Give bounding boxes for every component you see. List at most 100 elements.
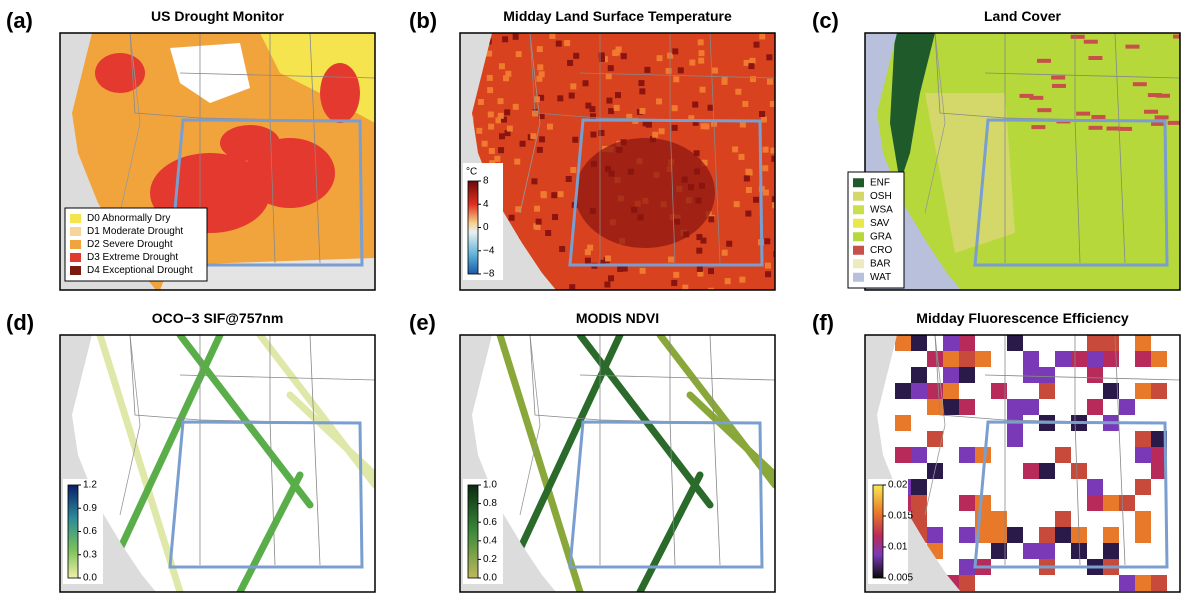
colorbar — [872, 484, 884, 579]
lst-pixel — [536, 46, 543, 53]
lst-pixel — [708, 287, 715, 290]
lst-pixel — [598, 55, 605, 62]
legend-swatch — [853, 191, 864, 201]
colorbar-label: 0.3 — [83, 549, 97, 560]
lst-pixel — [488, 147, 495, 154]
lst-pixel — [613, 104, 620, 111]
colorbar-label: 4 — [483, 199, 489, 210]
grid-cell — [943, 351, 959, 367]
lst-pixel — [748, 63, 755, 70]
panel-title: OCO−3 SIF@757nm — [152, 310, 284, 326]
map — [59, 334, 376, 593]
lst-pixel — [639, 88, 646, 95]
legend-swatch — [70, 266, 81, 275]
crop-patch — [1132, 82, 1147, 87]
grid-cell — [1135, 431, 1151, 447]
lst-pixel — [693, 150, 700, 157]
lst-pixel — [564, 40, 571, 47]
lst-pixel — [605, 255, 612, 262]
track — [176, 335, 314, 509]
legend-swatch — [70, 253, 81, 262]
lst-pixel — [504, 130, 511, 137]
lst-pixel — [696, 234, 703, 241]
panel-title: Land Cover — [984, 8, 1062, 24]
lst-pixel — [572, 136, 579, 143]
legend-swatch — [853, 178, 864, 188]
lst-pixel — [534, 205, 541, 212]
grid-cell — [927, 351, 943, 367]
grid-cell — [1039, 463, 1055, 479]
lst-pixel — [692, 101, 699, 108]
lst-pixel — [672, 48, 679, 55]
lst-pixel — [746, 169, 753, 176]
grid-cell — [1039, 527, 1055, 543]
legend-box — [847, 171, 905, 289]
lst-pixel — [551, 192, 558, 199]
lst-pixel — [514, 158, 521, 165]
lst-pixel — [487, 111, 494, 118]
state-line — [269, 335, 276, 566]
grid-cell — [1135, 351, 1151, 367]
track — [496, 335, 584, 592]
lst-pixel — [652, 131, 659, 138]
grid-cell — [991, 527, 1007, 543]
colorbar-label: −4 — [483, 245, 495, 256]
crop-patch — [1051, 83, 1066, 88]
lst-pixel — [700, 237, 707, 244]
lst-pixel — [753, 41, 760, 48]
grid-cell — [1007, 527, 1023, 543]
lst-pixel — [626, 113, 633, 120]
map-body — [460, 335, 775, 592]
lst-pixel — [585, 102, 592, 109]
study-box — [973, 118, 1169, 267]
lst-pixel — [538, 136, 545, 143]
grid-cell — [1135, 575, 1151, 591]
state-lines — [119, 335, 141, 516]
lst-pixel — [481, 140, 488, 147]
lst-pixel — [644, 66, 651, 73]
shrubland — [925, 93, 1015, 253]
grid-cell — [911, 335, 927, 351]
lst-pixel — [771, 196, 775, 203]
lst-pixel — [770, 147, 775, 154]
crop-patch — [1173, 34, 1180, 39]
grid-cell — [1103, 335, 1119, 351]
frame — [459, 32, 776, 291]
lst-pixel — [498, 147, 505, 154]
legend-label: GRA — [870, 231, 892, 242]
colorbar-label: 1.0 — [483, 480, 497, 491]
lst-pixel — [557, 191, 564, 198]
frame — [59, 334, 376, 593]
lst-pixel — [612, 50, 619, 57]
hot-area — [575, 138, 715, 248]
crop-patch — [1051, 75, 1066, 80]
colorbar-unit: °C — [466, 167, 477, 178]
crop-patch — [1144, 109, 1159, 114]
lst-pixel — [766, 54, 773, 61]
map-body — [865, 335, 1180, 592]
lst-pixel — [698, 50, 705, 57]
legend-swatch — [853, 245, 864, 255]
track — [96, 335, 184, 592]
grid-cell — [943, 383, 959, 399]
lst-pixel — [735, 88, 742, 95]
colorbar-label: 0.015 — [888, 511, 913, 522]
crop-patch — [1154, 115, 1169, 120]
crop-patch — [1031, 125, 1046, 130]
lst-pixel — [699, 86, 706, 93]
lst-pixel — [559, 245, 566, 252]
colorbar-label: 8 — [483, 176, 489, 187]
colorbar-label: 0.6 — [483, 517, 497, 528]
lst-pixel — [533, 96, 540, 103]
lst-pixel — [590, 131, 597, 138]
crop-patch — [1088, 55, 1103, 60]
state-line — [269, 33, 276, 264]
colorbar — [67, 484, 79, 579]
grid-cell — [1071, 351, 1087, 367]
grid-cell — [1103, 495, 1119, 511]
grid-cell — [1087, 351, 1103, 367]
lst-pixel — [711, 67, 718, 74]
crop-patch — [1029, 95, 1044, 100]
grid-cell — [1151, 431, 1167, 447]
lst-pixel — [608, 108, 615, 115]
